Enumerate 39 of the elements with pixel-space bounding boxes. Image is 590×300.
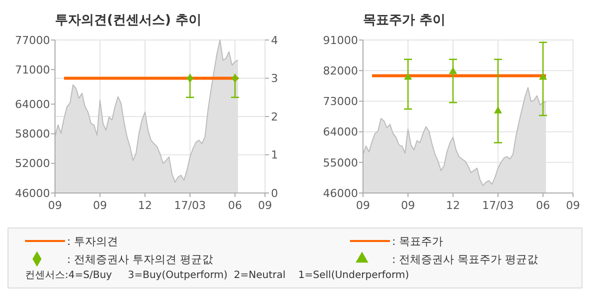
y-tick-label: 64000 xyxy=(15,98,50,112)
y-tick-label: 46000 xyxy=(323,186,358,200)
x-tick-label: 06 xyxy=(228,199,242,212)
x-tick-label: 17/03 xyxy=(482,199,514,212)
y-tick-label: 64000 xyxy=(323,126,358,139)
text: 컨센서스:4=S/Buy 3=Buy(Outperform) 2=Neutral 1=Sell(Underperform) xyxy=(25,270,410,281)
y-tick-label: 71000 xyxy=(15,63,50,76)
x-tick-label: 12 xyxy=(138,199,152,212)
x-tick-label: 09 xyxy=(48,199,62,212)
x-tick-label: 09 xyxy=(401,199,415,212)
legend-label: : 전체증권사 투자의견 평균값 xyxy=(67,252,214,266)
y2-tick-label: 4 xyxy=(271,34,278,47)
y2-tick-label: 2 xyxy=(271,110,278,124)
x-tick-label: 09 xyxy=(356,199,370,212)
y-tick-label: 77000 xyxy=(15,34,50,47)
y2-tick-label: 1 xyxy=(271,148,278,162)
y-tick-label: 55000 xyxy=(323,156,358,170)
y2-tick-label: 3 xyxy=(271,72,278,86)
x-tick-label: 06 xyxy=(536,199,550,212)
chart-title: 목표주가 추이 xyxy=(363,13,446,28)
x-tick-label: 09 xyxy=(258,199,272,212)
chart-title: 투자의견(컨센서스) 추이 xyxy=(55,13,202,28)
point xyxy=(404,72,412,80)
x-tick-label: 12 xyxy=(446,199,460,212)
y-tick-label: 82000 xyxy=(323,64,358,78)
y-tick-label: 58000 xyxy=(15,128,50,141)
y-tick-label: 52000 xyxy=(15,157,50,170)
x-tick-label: 17/03 xyxy=(174,199,206,212)
point xyxy=(538,72,548,80)
y-tick-label: 73000 xyxy=(323,95,358,108)
legend-label: : 목표주가 xyxy=(392,234,444,248)
y2-tick-label: 0 xyxy=(271,186,278,200)
legend-label: : 투자의견 xyxy=(67,234,118,248)
y-tick-label: 91000 xyxy=(323,34,358,47)
x-tick-label: 09 xyxy=(566,199,580,212)
legend-label: : 전체증권사 목표주가 평균값 xyxy=(392,252,538,266)
y-tick-label: 46000 xyxy=(15,186,50,200)
point xyxy=(494,106,502,114)
x-tick-label: 09 xyxy=(93,199,107,212)
